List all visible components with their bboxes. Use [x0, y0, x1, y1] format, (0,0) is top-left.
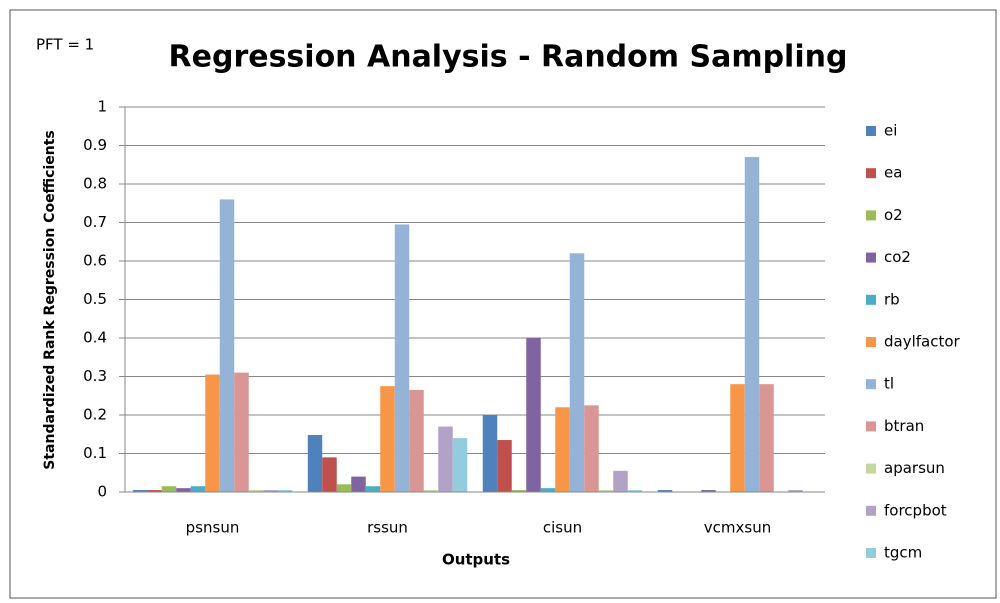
legend-swatch	[866, 168, 876, 179]
y-tick-label: 0	[97, 483, 107, 501]
legend-swatch	[866, 548, 876, 558]
legend-label: tl	[884, 375, 894, 393]
bar	[497, 440, 512, 492]
bar	[744, 157, 760, 493]
bar	[351, 476, 366, 492]
legend-label: o2	[884, 206, 903, 224]
bar	[657, 490, 673, 492]
annotation: PFT = 1	[36, 36, 94, 54]
x-tick-label: psnsun	[186, 519, 240, 537]
bar	[569, 253, 585, 492]
y-tick-label: 0.6	[83, 252, 107, 270]
bar	[423, 490, 439, 492]
bar	[511, 490, 527, 492]
legend-label: ea	[884, 164, 902, 182]
legend-label: rb	[884, 290, 900, 308]
bar	[263, 490, 278, 492]
bar	[307, 435, 323, 492]
bar	[452, 438, 468, 492]
x-tick-label: vcmxsun	[704, 519, 771, 537]
bar	[219, 199, 235, 492]
legend-label: tgcm	[884, 544, 922, 562]
bar	[190, 486, 206, 492]
bar	[161, 486, 177, 492]
x-tick-label: cisun	[543, 519, 582, 537]
bar	[409, 389, 424, 492]
bar	[277, 490, 293, 492]
legend-swatch	[866, 379, 876, 390]
bar	[147, 490, 162, 492]
y-tick-label: 0.3	[83, 367, 107, 385]
bar	[132, 490, 148, 492]
legend-label: co2	[884, 248, 911, 266]
y-tick-label: 0.7	[83, 213, 107, 231]
y-tick-label: 0.9	[83, 136, 107, 154]
bar	[205, 374, 220, 492]
chart-frame	[9, 9, 997, 599]
bar	[555, 407, 570, 492]
bar	[394, 224, 410, 493]
legend-swatch	[866, 463, 876, 474]
chart-title: Regression Analysis - Random Sampling	[169, 40, 848, 75]
bar	[759, 384, 774, 492]
y-tick-label: 0.1	[83, 444, 107, 462]
legend-swatch	[866, 252, 876, 263]
bar	[438, 426, 453, 492]
bar	[234, 372, 249, 492]
legend-label: ei	[884, 122, 897, 140]
bar	[365, 486, 381, 492]
x-axis-label: Outputs	[442, 551, 510, 569]
y-tick-label: 1	[97, 98, 107, 116]
legend-label: btran	[884, 417, 924, 435]
bar	[730, 384, 745, 492]
legend-swatch	[866, 421, 876, 432]
legend-swatch	[866, 337, 876, 347]
legend-swatch	[866, 294, 876, 305]
bar	[598, 490, 614, 492]
x-tick-label: rssun	[367, 519, 408, 537]
bar	[380, 386, 395, 492]
bar	[176, 488, 191, 492]
bar	[248, 490, 264, 492]
legend-swatch	[866, 126, 876, 136]
y-tick-label: 0.5	[83, 290, 107, 308]
y-tick-label: 0.4	[83, 329, 107, 347]
y-axis-label: Standardized Rank Regression Coefficient…	[42, 130, 58, 470]
legend-label: daylfactor	[884, 333, 961, 351]
legend-label: aparsun	[884, 459, 945, 477]
bar	[627, 490, 643, 492]
bar	[526, 338, 541, 492]
bar	[788, 490, 803, 492]
bar	[701, 490, 716, 492]
bar	[336, 484, 352, 492]
y-tick-label: 0.2	[83, 406, 107, 424]
legend-swatch	[866, 505, 876, 516]
bar	[322, 457, 337, 492]
legend-swatch	[866, 210, 876, 221]
bar	[540, 488, 556, 492]
y-tick-label: 0.8	[83, 175, 107, 193]
legend-label: forcpbot	[884, 501, 947, 519]
bar	[613, 470, 628, 492]
bar	[482, 415, 498, 492]
bar	[584, 405, 599, 492]
